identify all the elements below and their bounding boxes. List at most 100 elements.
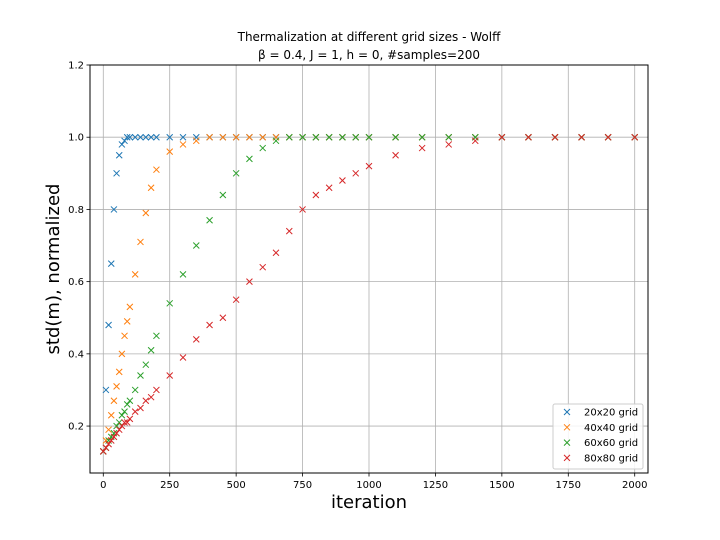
data-point [115, 419, 123, 426]
data-point [206, 133, 213, 141]
data-point [498, 133, 506, 141]
data-point [312, 191, 320, 199]
data-point [131, 386, 139, 394]
data-point [131, 133, 139, 141]
data-point [445, 133, 453, 141]
data-point [123, 419, 131, 426]
data-point [102, 386, 110, 394]
data-point [219, 314, 227, 322]
y-tick-label: 1.0 [68, 133, 84, 144]
data-point [121, 332, 128, 340]
data-point [147, 346, 155, 354]
data-point [123, 318, 131, 325]
legend-marker [563, 439, 571, 446]
x-tick-label: 1500 [489, 480, 514, 491]
x-tick-label: 1750 [556, 480, 581, 491]
x-tick-label: 0 [100, 480, 106, 491]
data-point [121, 408, 128, 415]
data-point [147, 393, 155, 401]
x-tick-label: 1000 [356, 480, 381, 491]
chart-subtitle: β = 0.4, J = 1, h = 0, #samples=200 [258, 48, 480, 62]
data-point [105, 426, 112, 434]
data-point [339, 177, 346, 184]
legend-marker [563, 454, 571, 462]
y-tick-label: 0.2 [68, 422, 84, 433]
data-point [113, 169, 120, 177]
data-point [232, 133, 240, 141]
data-point [285, 133, 293, 141]
data-point [471, 137, 479, 145]
data-point [115, 151, 123, 159]
data-point [110, 397, 118, 405]
data-point [578, 133, 585, 141]
data-point [285, 227, 293, 235]
data-point [192, 242, 200, 249]
data-point [192, 137, 200, 145]
data-point [123, 133, 131, 141]
data-point [246, 278, 253, 285]
data-point [179, 271, 187, 278]
data-point [631, 133, 639, 141]
x-axis-ticks: 0 250 500 750 1000 1250 1500 1750 2000 [100, 473, 647, 491]
data-point [604, 133, 612, 141]
data-point [312, 133, 320, 141]
data-point [147, 184, 155, 192]
chart-title: Thermalization at different grid sizes -… [237, 30, 501, 44]
data-point [126, 303, 134, 311]
legend-label: 20x20 grid [584, 408, 638, 419]
data-point [142, 209, 150, 217]
data-point [232, 169, 240, 177]
data-point [219, 191, 227, 199]
data-point [118, 350, 126, 358]
data-point [365, 162, 373, 170]
y-axis-label: std(m), normalized [43, 184, 64, 355]
data-point [299, 133, 306, 141]
data-point [246, 155, 253, 163]
data-point [99, 447, 107, 455]
data-point [137, 133, 144, 141]
data-point [113, 382, 120, 390]
data-point [142, 397, 150, 405]
data-point [118, 422, 126, 430]
data-point [166, 148, 174, 156]
data-point [121, 419, 128, 426]
data-point [121, 137, 128, 145]
data-point [206, 321, 213, 329]
x-tick-label: 250 [160, 480, 179, 491]
legend: 20x20 grid 40x40 grid 60x60 grid 80x80 grid [552, 403, 644, 470]
data-point [259, 133, 267, 141]
data-point [118, 141, 126, 148]
data-point [107, 260, 115, 267]
data-point [418, 144, 426, 152]
data-point [137, 372, 144, 379]
data-point [272, 249, 280, 257]
series-3-points [99, 133, 639, 455]
data-points [99, 133, 639, 455]
data-point [259, 263, 267, 271]
data-point [131, 271, 139, 278]
data-point [105, 440, 112, 448]
data-point [551, 133, 559, 141]
data-point [113, 429, 120, 437]
data-point [219, 133, 227, 141]
x-tick-label: 2000 [622, 480, 647, 491]
data-point [137, 404, 144, 412]
data-point [123, 401, 131, 408]
data-point [192, 336, 200, 343]
data-point [153, 386, 160, 394]
data-point [325, 133, 333, 141]
data-point [259, 144, 267, 152]
data-point [153, 332, 160, 340]
data-point [115, 368, 123, 376]
data-point [115, 426, 123, 434]
data-point [102, 444, 110, 452]
data-point [166, 133, 174, 141]
data-point [105, 321, 112, 329]
x-tick-label: 750 [293, 480, 312, 491]
legend-label: 40x40 grid [584, 423, 638, 434]
legend-box [552, 403, 644, 470]
data-point [102, 437, 110, 444]
data-point [118, 411, 126, 419]
data-point [142, 133, 150, 141]
